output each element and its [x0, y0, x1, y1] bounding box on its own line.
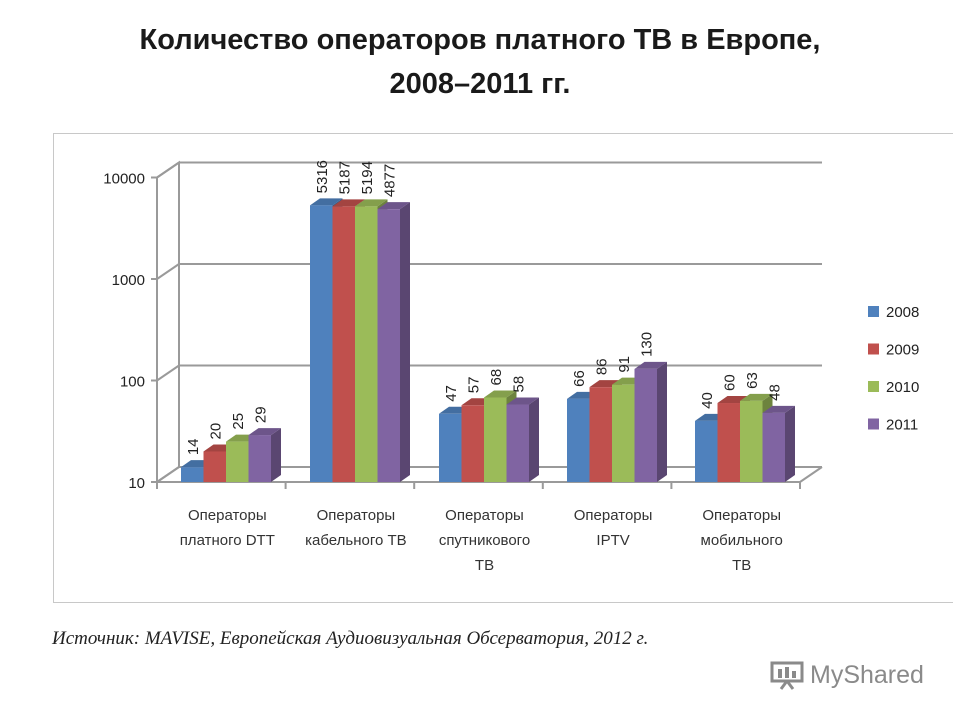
bar — [461, 405, 484, 482]
bar-top — [762, 405, 795, 413]
left-wall — [156, 160, 180, 484]
source-note: Источник: MAVISE, Европейская Аудиовизуа… — [52, 628, 649, 649]
bar — [377, 209, 400, 482]
data-label: 5187 — [337, 161, 354, 194]
bar — [612, 384, 635, 482]
data-label: 29 — [253, 406, 270, 423]
bar — [203, 451, 226, 482]
data-label: 5316 — [314, 160, 331, 193]
data-label: 66 — [571, 370, 588, 387]
bar-side — [400, 202, 410, 482]
presentation-board-icon — [770, 661, 804, 690]
x-tick-label: платного DTT — [180, 532, 275, 549]
x-tick-label: ТВ — [732, 557, 751, 574]
title-line-1: Количество операторов платного ТВ в Евро… — [139, 24, 821, 56]
bar — [740, 400, 763, 482]
bar — [762, 412, 785, 482]
data-label: 57 — [466, 377, 483, 394]
bar-top — [506, 397, 539, 405]
x-tick-label: Операторы — [188, 507, 267, 524]
watermark-text: MyShared — [810, 660, 924, 689]
data-label: 14 — [185, 438, 202, 455]
bar-side — [657, 361, 667, 482]
bar — [717, 403, 740, 482]
legend-swatch — [868, 343, 879, 355]
bar — [248, 435, 271, 482]
gridline-depth — [156, 364, 180, 382]
legend-swatch — [868, 306, 879, 317]
gridline-depth — [156, 263, 180, 280]
bar-top — [310, 198, 343, 206]
legend-swatch — [868, 418, 879, 430]
legend-label: 2011 — [886, 417, 918, 434]
x-tick-label: Операторы — [317, 507, 396, 524]
data-label: 40 — [699, 392, 716, 409]
bar — [181, 467, 204, 482]
bar — [484, 397, 507, 482]
x-tick-label: мобильного — [701, 532, 783, 549]
data-label: 4877 — [382, 164, 399, 197]
data-label: 20 — [208, 423, 225, 440]
data-label: 25 — [230, 413, 247, 430]
bar — [439, 413, 462, 482]
bar-top — [377, 202, 410, 210]
chart-frame — [53, 133, 953, 603]
bar — [695, 420, 718, 482]
data-label: 86 — [594, 358, 611, 375]
data-label: 91 — [616, 356, 633, 373]
watermark: MyShared — [770, 658, 924, 692]
legend-label: 2008 — [886, 304, 919, 321]
floor-right-edge — [799, 466, 823, 483]
bar-top — [484, 390, 517, 398]
chart-title: Количество операторов платного ТВ в Евро… — [0, 18, 960, 106]
bar — [506, 404, 529, 482]
data-label: 47 — [443, 385, 460, 402]
bar — [567, 398, 590, 482]
data-label: 68 — [488, 369, 505, 386]
y-tick-label: 10000 — [103, 171, 145, 188]
bar-top — [634, 361, 667, 369]
x-tick-label: IPTV — [596, 532, 629, 549]
x-tick-label: кабельного ТВ — [305, 532, 407, 549]
bar-side — [529, 397, 539, 482]
bar — [226, 441, 249, 482]
bar — [332, 206, 355, 482]
bar — [310, 205, 333, 482]
x-tick-label: Операторы — [445, 507, 524, 524]
legend-swatch — [868, 381, 879, 392]
y-tick-label: 10 — [128, 475, 145, 492]
y-tick-label: 100 — [120, 374, 145, 391]
bar-top — [248, 428, 281, 436]
title-line-2: 2008–2011 гг. — [389, 68, 571, 100]
bar — [355, 206, 378, 482]
bar-top — [332, 199, 365, 207]
x-tick-label: Операторы — [702, 507, 781, 524]
data-label: 60 — [722, 374, 739, 391]
gridline-depth — [156, 161, 180, 179]
legend-label: 2010 — [886, 379, 919, 396]
bar-top — [740, 393, 773, 401]
bar-top — [355, 199, 388, 207]
gridline-depth — [156, 466, 180, 483]
bar-side — [785, 405, 795, 482]
data-label: 48 — [767, 384, 784, 401]
bar-side — [271, 428, 281, 482]
x-tick-label: спутникового — [439, 532, 530, 549]
data-label: 58 — [511, 376, 528, 393]
data-label: 63 — [744, 372, 761, 389]
data-label: 5194 — [359, 161, 376, 194]
bar — [634, 368, 657, 482]
y-tick-label: 1000 — [112, 272, 145, 289]
legend-label: 2009 — [886, 342, 919, 359]
x-tick-label: ТВ — [475, 557, 494, 574]
bar — [589, 387, 612, 482]
data-label: 130 — [639, 332, 656, 357]
x-tick-label: Операторы — [574, 507, 653, 524]
